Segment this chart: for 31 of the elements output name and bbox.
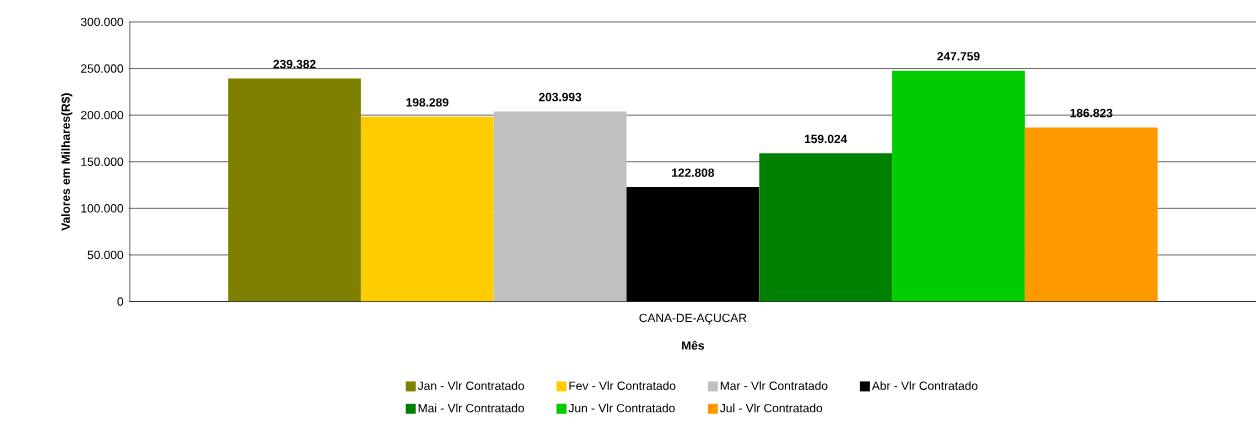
bar xyxy=(1024,127,1158,302)
bar xyxy=(228,78,361,302)
data-label: 247.759 xyxy=(937,51,980,61)
data-label: 198.289 xyxy=(406,97,449,107)
y-tick-label: 300.000 xyxy=(80,17,124,27)
x-tick-label: CANA-DE-AÇUCAR xyxy=(639,313,747,325)
data-label: 122.808 xyxy=(672,168,715,177)
y-axis-title: Valores em Milhares(R$) xyxy=(60,93,73,231)
legend-label: Mar - Vlr Contratado xyxy=(720,381,828,390)
y-tick-label: 200.000 xyxy=(81,110,124,120)
legend-label: Jul - Vlr Contratado xyxy=(720,403,823,413)
y-tick-label: 250.000 xyxy=(81,64,124,73)
y-tick-label: 100.000 xyxy=(81,203,124,213)
legend-label: Abr - Vlr Contratado xyxy=(871,381,978,390)
bar xyxy=(360,116,494,302)
y-tick-label: 150.000 xyxy=(81,157,124,166)
y-tick-label: 0 xyxy=(117,297,124,306)
bar xyxy=(759,153,893,302)
bar xyxy=(892,70,1025,302)
data-label: 239.382 xyxy=(273,59,316,69)
x-axis-title: Mês xyxy=(682,340,705,350)
data-label: 203.993 xyxy=(538,92,582,102)
legend-label: Fev - Vlr Contratado xyxy=(569,381,676,390)
data-label: 159.024 xyxy=(804,134,848,144)
bar xyxy=(626,186,760,302)
legend-label: Jun - Vlr Contratado xyxy=(568,403,675,413)
y-tick-label: 50.000 xyxy=(87,250,124,260)
data-label: 186.823 xyxy=(1070,108,1113,118)
bar xyxy=(493,111,627,302)
legend-label: Mai - Vlr Contratado xyxy=(418,403,525,413)
legend-label: Jan - Vlr Contratado xyxy=(417,381,525,390)
